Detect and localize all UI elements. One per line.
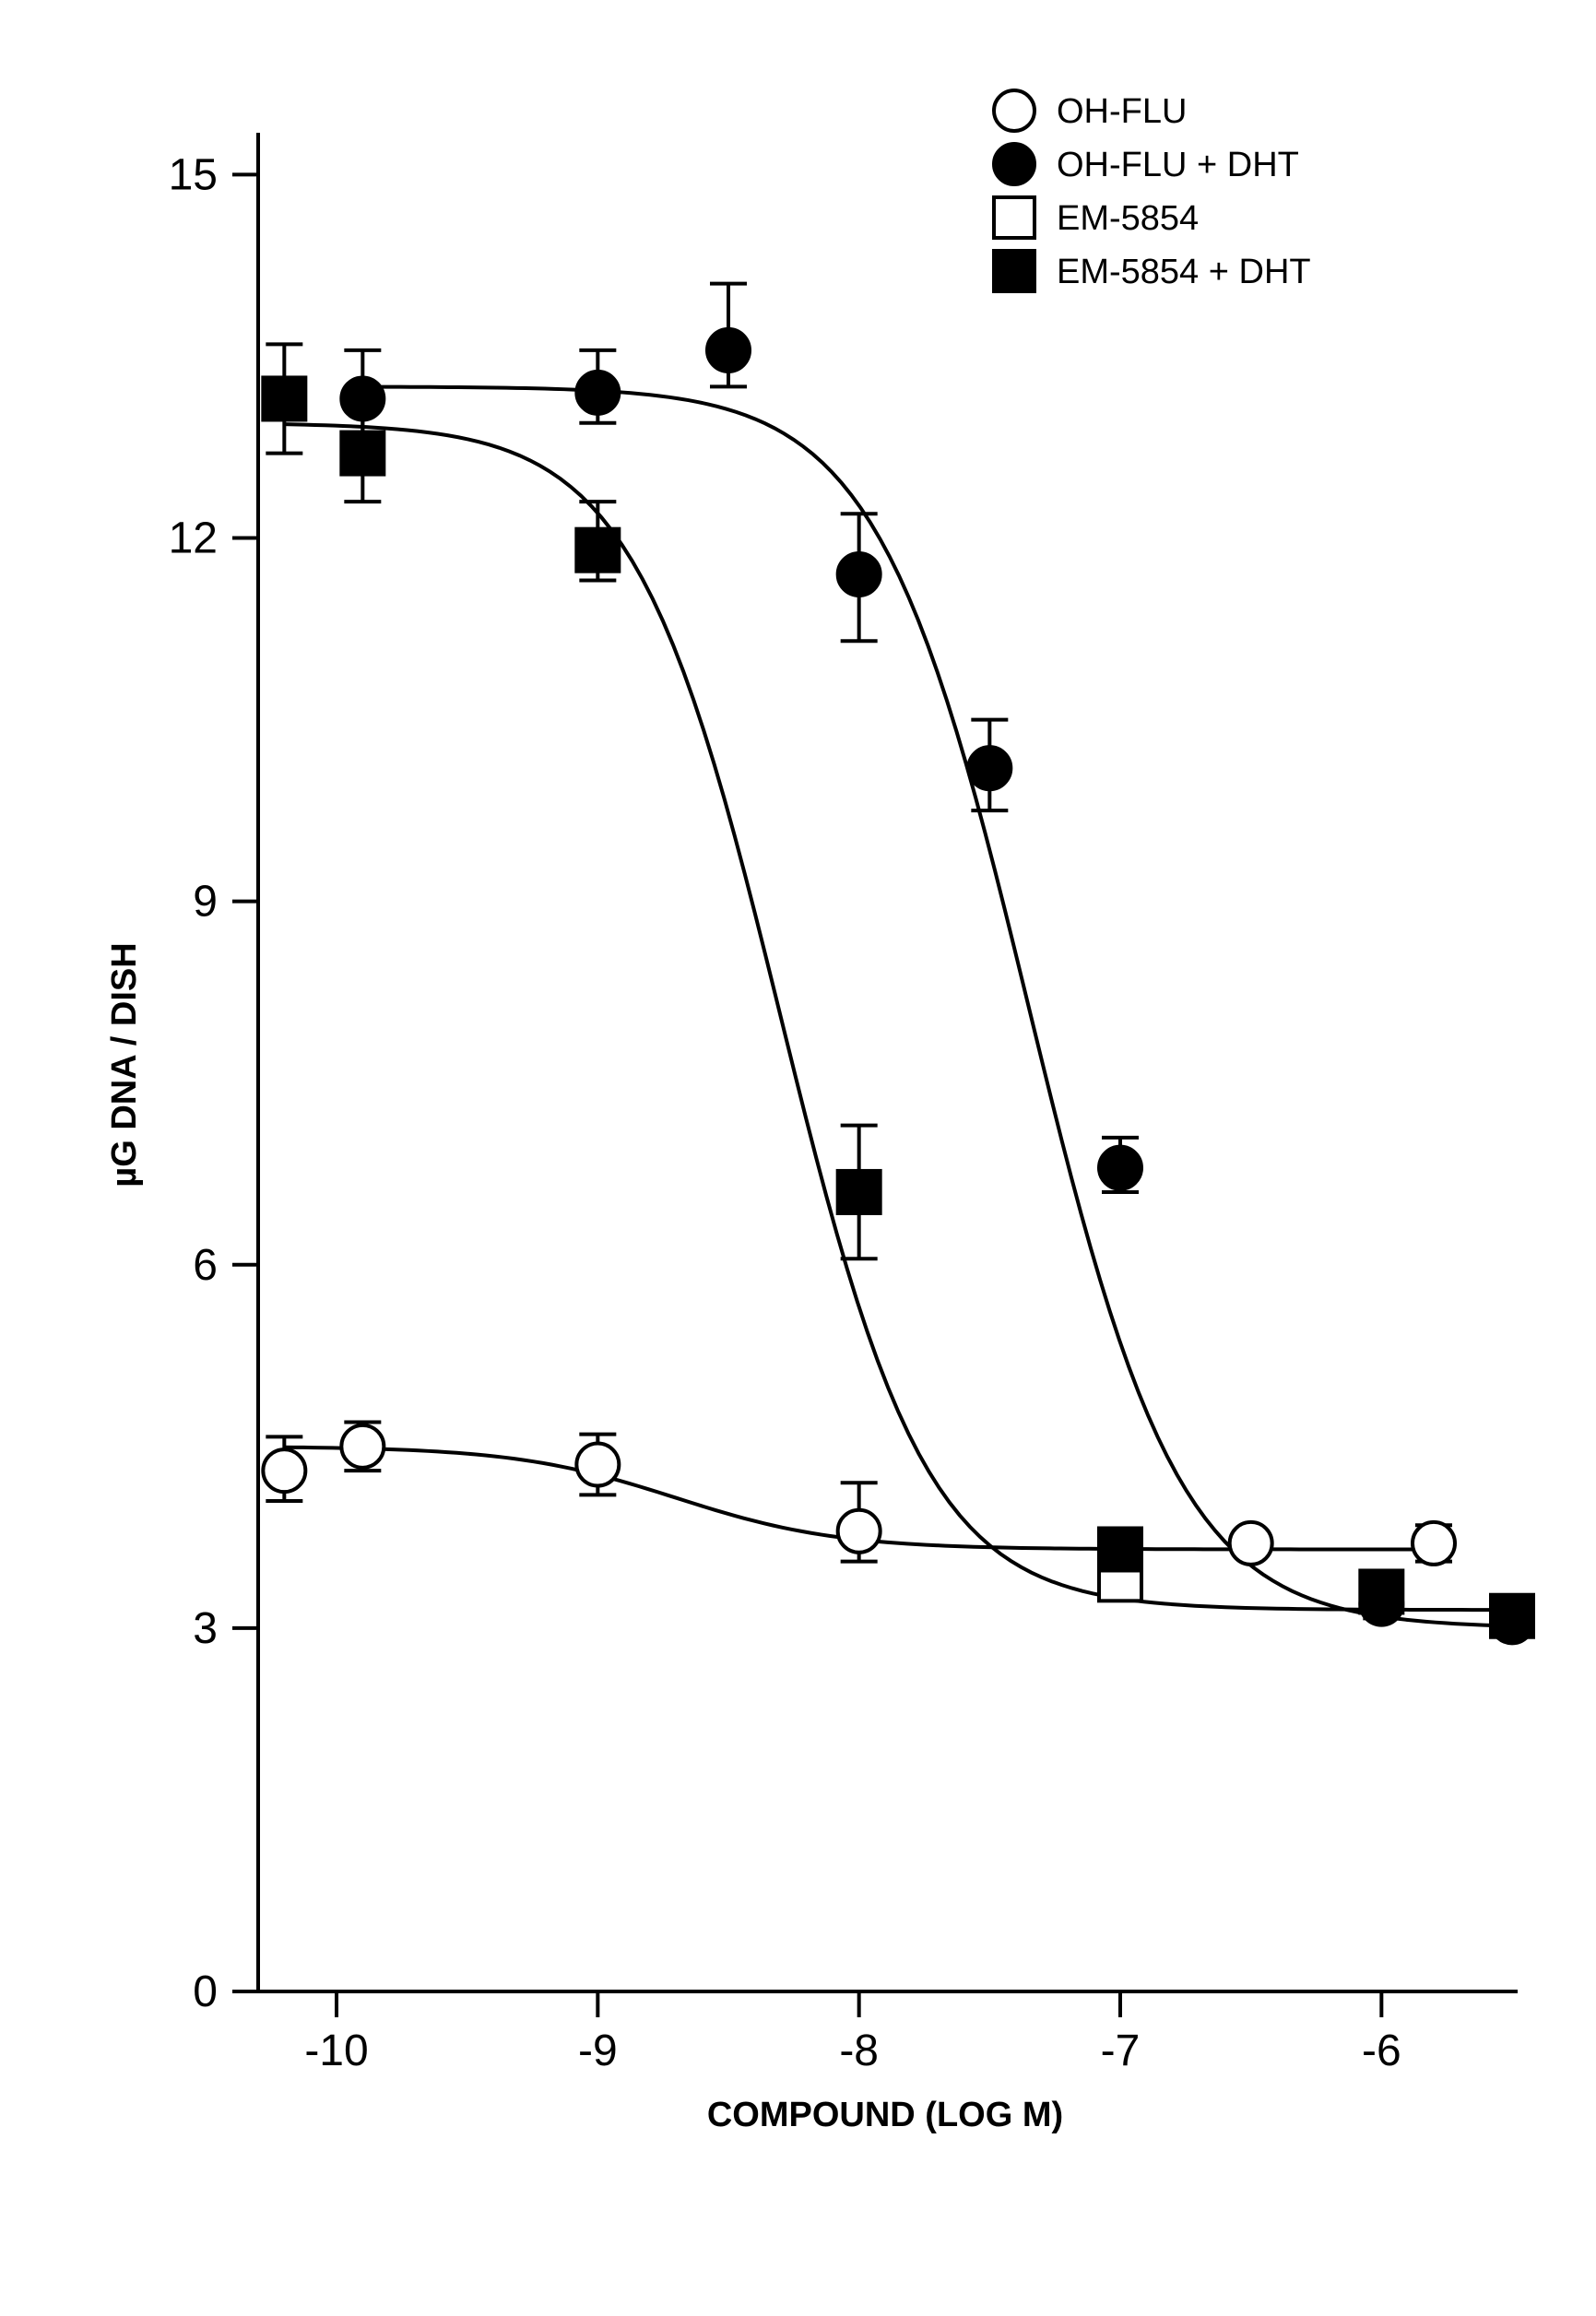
- x-tick-label: -8: [839, 2026, 879, 2075]
- legend-label: OH-FLU + DHT: [1057, 146, 1299, 184]
- curve-OH-FLU-+-DHT: [362, 387, 1512, 1626]
- series-OH-FLU-+-DHT: [341, 284, 1533, 1644]
- legend-label: OH-FLU: [1057, 92, 1187, 131]
- data-points: [263, 284, 1533, 1644]
- legend-item: EM-5854 + DHT: [994, 251, 1311, 291]
- legend-item: OH-FLU: [994, 90, 1187, 131]
- curves: [284, 387, 1512, 1626]
- legend-item: OH-FLU + DHT: [994, 144, 1299, 184]
- y-tick-label: 3: [193, 1604, 218, 1653]
- legend-label: EM-5854 + DHT: [1057, 253, 1311, 291]
- x-axis-label: COMPOUND (LOG M): [707, 2096, 1063, 2134]
- y-tick-label: 6: [193, 1241, 218, 1290]
- x-tick-label: -9: [578, 2026, 618, 2075]
- legend-label: EM-5854: [1057, 199, 1199, 238]
- series-OH-FLU: [263, 1423, 1455, 1565]
- x-tick-label: -10: [304, 2026, 368, 2075]
- series-EM-5854-+-DHT: [263, 344, 1533, 1637]
- chart-container: -10 -9 -8 -7 -6 0 3 6 9 12 15 COMPOUND (LOG M) µG DN…: [0, 0, 1596, 2316]
- chart-svg: -10 -9 -8 -7 -6 0 3 6 9 12 15 COMPOUND (LOG M) µG DN…: [0, 0, 1596, 2316]
- y-tick-label: 15: [169, 150, 218, 199]
- x-tick-label: -7: [1101, 2026, 1141, 2075]
- legend: OH-FLU OH-FLU + DHT EM-5854 EM-5854 + DHT: [994, 90, 1311, 291]
- curve-EM-5854-+-DHT: [284, 424, 1512, 1610]
- y-tick-label: 9: [193, 878, 218, 927]
- x-tick-label: -6: [1362, 2026, 1401, 2075]
- legend-item: EM-5854: [994, 197, 1199, 238]
- y-tick-label: 0: [193, 1967, 218, 2016]
- y-axis-label: µG DNA / DISH: [105, 942, 144, 1187]
- y-tick-label: 12: [169, 514, 218, 563]
